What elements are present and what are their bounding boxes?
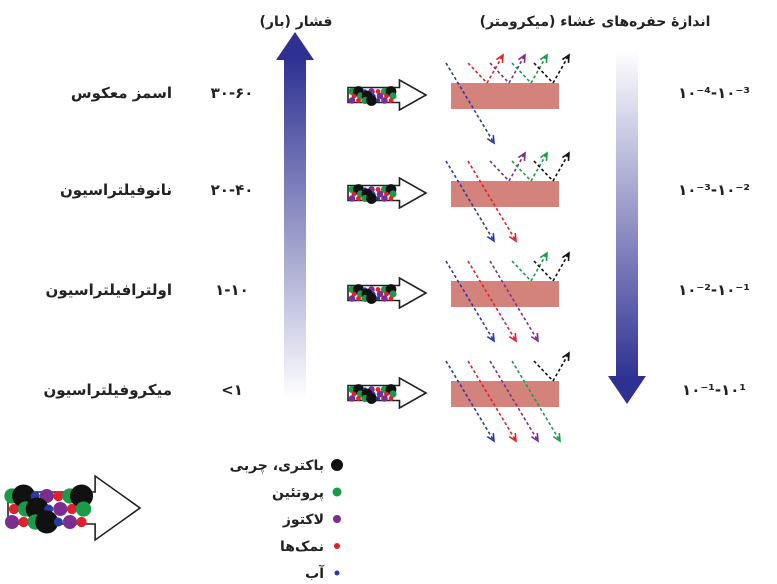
path-red-in-ro: [467, 62, 488, 84]
path-green-pass-mf: [511, 360, 561, 443]
path-red-pass-mf: [467, 360, 517, 443]
process-label-nf: نانوفیلتراسیون: [60, 181, 172, 199]
pressure-value-nf: ۲۰-۴۰: [211, 181, 254, 199]
path-blue-pass-ro: [445, 62, 495, 145]
feed-arrow-uf: [347, 276, 428, 310]
pore-size-arrow: [608, 50, 646, 404]
feed-arrow-nf: [347, 176, 428, 210]
pore-size-value-uf: ۱۰⁻²-۱۰⁻¹: [678, 281, 750, 299]
legend-label-bacteria-fat: باکتری، چربی: [230, 458, 324, 474]
legend-feed-arrow: [4, 474, 142, 542]
path-green-in-uf: [511, 260, 532, 282]
legend-dot-salts: [334, 543, 340, 549]
pore-size-value-mf: ۱۰⁻¹-۱۰¹: [682, 381, 746, 399]
path-black-in-ro: [533, 62, 554, 84]
path-green-reject-nf: [530, 151, 548, 182]
path-purple-in-ro: [489, 62, 510, 84]
path-blue-pass-nf: [445, 160, 495, 243]
legend-label-lactose: لاکتوز: [282, 512, 324, 528]
legend-dot-bacteria-fat: [331, 459, 343, 471]
path-green-in-ro: [511, 62, 532, 84]
path-blue-pass-uf: [445, 260, 495, 343]
pore-size-header: اندازهٔ حفره‌های غشاء (میکرومتر): [480, 14, 711, 30]
path-black-in-nf: [533, 160, 554, 182]
pressure-header: فشار (بار): [260, 14, 333, 30]
legend-dot-lactose: [333, 515, 341, 523]
path-green-in-nf: [511, 160, 532, 182]
pressure-value-ro: ۳۰-۶۰: [211, 84, 254, 102]
pressure-arrow: [276, 32, 314, 400]
path-purple-reject-nf: [508, 151, 526, 182]
process-label-mf: میکروفیلتراسیون: [43, 381, 172, 399]
path-black-reject-mf: [552, 351, 570, 382]
path-purple-reject-ro: [508, 53, 526, 84]
path-black-reject-ro: [552, 53, 570, 84]
process-label-ro: اسمز معکوس: [71, 84, 172, 102]
path-purple-in-nf: [489, 160, 510, 182]
legend-label-water: آب: [305, 564, 325, 582]
legend-label-protein: پروتئین: [272, 485, 324, 501]
pore-size-value-nf: ۱۰⁻³-۱۰⁻²: [678, 181, 750, 199]
legend-dot-protein: [332, 487, 342, 497]
filtration-rows: [347, 53, 570, 443]
path-green-reject-uf: [530, 251, 548, 282]
path-black-in-uf: [533, 260, 554, 282]
path-black-reject-nf: [552, 151, 570, 182]
path-purple-pass-mf: [489, 360, 539, 443]
legend-label-salts: نمک‌ها: [280, 539, 324, 555]
process-label-uf: اولترافیلتراسیون: [46, 281, 172, 299]
path-black-reject-uf: [552, 251, 570, 282]
pressure-value-mf: <۱: [221, 381, 243, 399]
feed-arrow-mf: [347, 376, 428, 410]
path-red-pass-uf: [467, 260, 517, 343]
feed-arrow-ro: [347, 78, 428, 112]
path-red-reject-ro: [486, 53, 504, 84]
membrane-ro: [451, 83, 559, 109]
legend: باکتری، چربی پروتئین لاکتوز نمک‌ها آب: [230, 458, 343, 582]
legend-dot-water: [334, 570, 340, 576]
pressure-value-uf: ۱-۱۰: [215, 281, 249, 299]
path-blue-pass-mf: [445, 360, 495, 443]
path-black-in-mf: [533, 360, 554, 382]
path-purple-pass-uf: [489, 260, 539, 343]
path-green-reject-ro: [530, 53, 548, 84]
pore-size-value-ro: ۱۰⁻⁴-۱۰⁻³: [678, 84, 750, 102]
path-red-pass-nf: [467, 160, 517, 243]
membrane-nf: [451, 181, 559, 207]
legend-feed-arrow-shape: [4, 474, 142, 542]
